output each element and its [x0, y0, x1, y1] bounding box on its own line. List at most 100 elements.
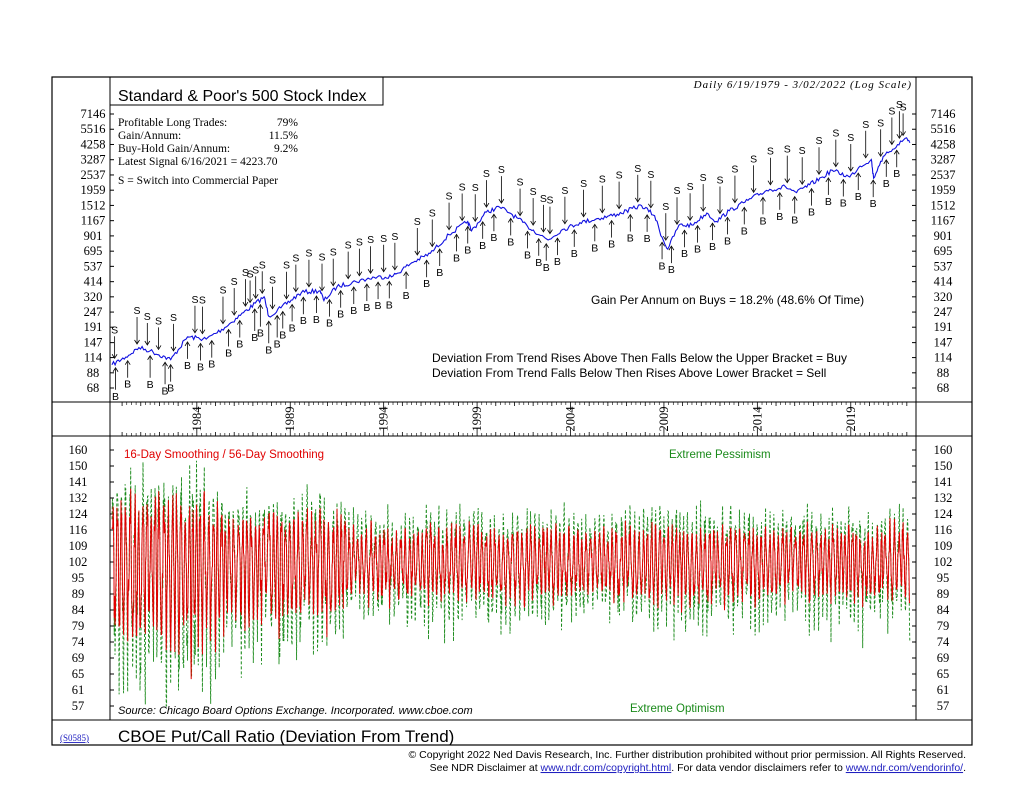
upper-y-tick-right: 1959: [931, 183, 956, 197]
sell-signal-arrowhead: [446, 225, 452, 231]
buy-signal-arrowhead: [893, 149, 900, 155]
spx-line: [111, 137, 911, 367]
lower-y-tick-right: 61: [937, 683, 950, 697]
rule-buy-note: Deviation From Trend Rises Above Then Fa…: [432, 351, 847, 365]
sell-signal-arrowhead: [889, 140, 895, 146]
buy-signal-label: B: [543, 262, 550, 274]
sell-signal-label: S: [472, 182, 479, 194]
buy-signal-label: B: [791, 215, 798, 227]
fast-smoothing-line: [111, 488, 911, 680]
sell-signal-label: S: [561, 185, 568, 197]
buy-signal-arrowhead: [423, 259, 430, 265]
x-tick-label: 2014: [750, 406, 764, 432]
x-tick-label: 2019: [844, 407, 858, 432]
sell-signal-label: S: [269, 275, 276, 287]
upper-y-tick-right: 1167: [931, 214, 956, 228]
buy-signal-arrowhead: [167, 363, 174, 369]
buy-signal-label: B: [350, 305, 357, 317]
stat-sell-note: S = Switch into Commercial Paper: [118, 175, 278, 187]
lower-y-tick-right: 79: [937, 619, 950, 633]
lower-y-tick-left: 109: [69, 539, 88, 553]
sell-signal-label: S: [674, 185, 681, 197]
buy-signal-label: B: [289, 322, 296, 334]
lower-y-tick-right: 132: [934, 491, 953, 505]
sell-signal-arrowhead: [134, 339, 140, 345]
chart-code-link[interactable]: (S0585): [60, 733, 89, 743]
sell-signal-arrowhead: [247, 298, 253, 304]
lower-y-tick-left: 89: [72, 587, 85, 601]
buy-signal-arrowhead: [197, 342, 204, 348]
sell-signal-label: S: [700, 172, 707, 184]
buy-signal-arrowhead: [124, 359, 131, 365]
sell-signal-label: S: [459, 181, 466, 193]
buy-signal-arrowhead: [694, 224, 701, 230]
x-axis: 1984 1989 1994 1999 2004 2009 2014 2019: [121, 402, 908, 436]
stat-profitable-label: Profitable Long Trades:: [118, 117, 227, 129]
buy-signal-label: B: [507, 236, 514, 248]
sell-signal-label: S: [259, 259, 266, 271]
source-note: Source: Chicago Board Options Exchange. …: [118, 705, 473, 717]
lower-title: CBOE Put/Call Ratio (Deviation From Tren…: [118, 727, 454, 746]
buy-signal-label: B: [279, 330, 286, 342]
buy-signal-label: B: [208, 359, 215, 371]
buy-signal-arrowhead: [313, 295, 320, 301]
upper-y-tick-right: 901: [934, 229, 953, 243]
buy-signal-arrowhead: [627, 213, 634, 219]
stat-latest-signal: Latest Signal 6/16/2021 = 4223.70: [118, 156, 278, 168]
upper-y-tick-left: 695: [84, 244, 103, 258]
sell-signal-arrowhead: [662, 235, 669, 241]
sell-signal-label: S: [446, 191, 453, 203]
lower-y-tick-left: 84: [72, 603, 85, 617]
buy-signal-label: B: [759, 215, 766, 227]
sell-signal-arrowhead: [562, 219, 568, 225]
buy-signal-arrowhead: [436, 248, 443, 254]
sell-signal-label: S: [231, 276, 238, 288]
buy-signal-label: B: [167, 383, 174, 395]
sell-signal-arrowhead: [648, 203, 654, 209]
lower-y-tick-right: 89: [937, 587, 950, 601]
sell-signal-arrowhead: [498, 198, 505, 204]
buy-signal-arrowhead: [289, 303, 295, 309]
buy-signal-label: B: [479, 240, 486, 252]
upper-y-tick-right: 695: [934, 244, 953, 258]
buy-signal-label: B: [825, 196, 832, 208]
sell-signal-arrowhead: [877, 152, 884, 158]
buy-signal-label: B: [225, 348, 232, 360]
buy-signal-arrowhead: [184, 341, 191, 347]
sell-signal-arrowhead: [231, 310, 238, 316]
buy-signal-label: B: [608, 239, 615, 251]
sell-signal-label: S: [799, 145, 806, 157]
lower-y-tick-right: 141: [934, 475, 953, 489]
sell-signal-arrowhead: [259, 289, 266, 295]
copyright-link[interactable]: www.ndr.com/copyright.html: [540, 762, 672, 774]
lower-y-tick-right: 74: [937, 635, 950, 649]
upper-y-tick-left: 191: [84, 320, 103, 334]
buy-signal-label: B: [112, 391, 119, 403]
signal-markers: SBBSSBSBBSBSBSBSBSBSSBSBSBSBBSBSBSBSBSBS…: [111, 99, 906, 403]
sell-signal-arrowhead: [847, 166, 854, 172]
disclaimer-line: See NDR Disclaimer at www.ndr.com/copyri…: [430, 762, 966, 774]
buy-signal-label: B: [694, 244, 701, 256]
stat-buyhold-label: Buy-Hold Gain/Annum:: [118, 143, 230, 155]
upper-y-tick-left: 68: [87, 381, 100, 395]
buy-signal-label: B: [554, 256, 561, 268]
buy-signal-label: B: [337, 309, 344, 321]
sell-signal-arrowhead: [517, 211, 523, 217]
sell-signal-arrowhead: [547, 229, 553, 235]
buy-signal-arrowhead: [741, 206, 748, 212]
upper-y-tick-left: 247: [84, 305, 103, 319]
buy-signal-arrowhead: [208, 339, 215, 345]
sell-signal-label: S: [687, 181, 694, 193]
buy-signal-label: B: [197, 361, 204, 373]
buy-signal-arrowhead: [491, 213, 497, 219]
sell-signal-arrowhead: [599, 208, 606, 214]
buy-signal-label: B: [326, 318, 333, 330]
buy-signal-arrowhead: [274, 314, 281, 320]
lower-y-tick-left: 124: [69, 507, 89, 521]
sell-signal-label: S: [662, 201, 669, 213]
sell-signal-arrowhead: [380, 267, 387, 273]
buy-signal-arrowhead: [709, 222, 716, 228]
buy-signal-arrowhead: [659, 241, 665, 247]
vendorinfo-link[interactable]: www.ndr.com/vendorinfo/: [845, 762, 963, 774]
upper-y-tick-left: 320: [84, 290, 103, 304]
